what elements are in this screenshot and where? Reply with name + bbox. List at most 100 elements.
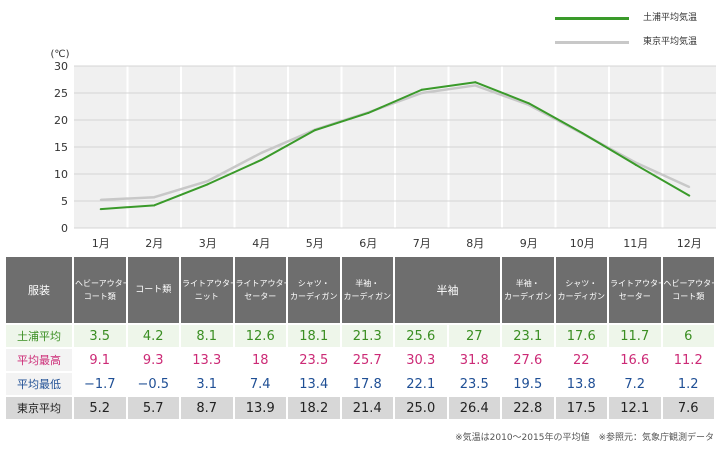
value-cell: 8.1 [181, 325, 233, 349]
y-tick-label: 0 [61, 222, 68, 235]
footnote: ※気温は2010〜2015年の平均値 ※参照元：気象庁観測データ [455, 433, 714, 443]
value-cell: 7.6 [662, 397, 714, 421]
clothing-cell: ライトアウター・セーター [234, 257, 286, 325]
x-tick-label: 8月 [466, 237, 485, 250]
data-point [206, 183, 209, 186]
value-cell: 3.1 [181, 373, 233, 397]
x-tick-label: 11月 [623, 237, 649, 250]
clothing-row: 服装 ヘビーアウター・コート類コート類ライトアウター・ニットライトアウター・セー… [6, 257, 714, 325]
data-point [99, 208, 102, 211]
value-cell: 25.6 [395, 325, 447, 349]
value-cell: −0.5 [127, 373, 179, 397]
clothing-cell: ヘビーアウター・コート類 [662, 257, 714, 325]
value-cell: 22.8 [502, 397, 554, 421]
y-tick-label: 15 [54, 141, 68, 154]
y-axis-unit-label: (℃) [50, 49, 69, 60]
data-point [206, 180, 209, 183]
value-cell: 17.6 [555, 325, 607, 349]
data-point [474, 81, 477, 84]
data-point [260, 151, 263, 154]
x-tick-label: 12月 [676, 237, 702, 250]
value-cell: 4.2 [127, 325, 179, 349]
y-tick-label: 25 [54, 87, 68, 100]
value-cell: 21.3 [341, 325, 393, 349]
legend-label-tokyo: 東京平均気温 [643, 37, 698, 47]
value-cell: 9.3 [127, 349, 179, 373]
data-point [99, 198, 102, 201]
clothing-cell: シャツ・ カーディガン [555, 257, 607, 325]
value-cell: 11.7 [609, 325, 661, 349]
data-point [688, 194, 691, 197]
data-point [688, 185, 691, 188]
value-cell: 13.3 [181, 349, 233, 373]
data-point [634, 161, 637, 164]
value-cell: 25.0 [395, 397, 447, 421]
data-point [260, 158, 263, 161]
table-row-tokyo: 東京平均 5.2 5.7 8.7 13.9 18.2 21.4 25.0 26.4 22.8 17.… [6, 397, 714, 421]
value-cell: 7.4 [234, 373, 286, 397]
data-point [581, 131, 584, 134]
x-tick-label: 10月 [569, 237, 595, 250]
data-point [634, 163, 637, 166]
x-tick-label: 3月 [198, 237, 217, 250]
value-cell: 22 [555, 349, 607, 373]
data-point [420, 92, 423, 94]
value-cell: 11.2 [662, 349, 714, 373]
x-tick-label: 9月 [519, 237, 538, 250]
value-cell: 26.4 [448, 397, 500, 421]
row-label: 平均最高 [6, 349, 72, 373]
x-tick-label: 1月 [91, 237, 110, 250]
clothing-cell: ライトアウター・ニット [181, 257, 233, 325]
y-tick-label: 5 [61, 195, 68, 208]
value-cell: 23.5 [448, 373, 500, 397]
value-cell: 12.1 [609, 397, 661, 421]
value-cell: 6 [662, 325, 714, 349]
value-cell: 13.9 [234, 397, 286, 421]
value-cell: 16.6 [609, 349, 661, 373]
legend-swatch-tokyo [555, 41, 629, 44]
monthly-data-table: 服装 ヘビーアウター・コート類コート類ライトアウター・ニットライトアウター・セー… [4, 257, 716, 421]
temperature-chart: 0 5 10 15 20 25 30(℃) [50, 49, 716, 235]
clothing-cell: ライトアウター・セーター [609, 257, 661, 325]
value-cell: 23.5 [288, 349, 340, 373]
x-tick-label: 7月 [412, 237, 431, 250]
data-point [474, 84, 477, 87]
value-cell: 19.5 [502, 373, 554, 397]
value-cell: 5.7 [127, 397, 179, 421]
value-cell: 27.6 [502, 349, 554, 373]
clothing-cell: シャツ・ カーディガン [288, 257, 340, 325]
x-tick-label: 4月 [252, 237, 271, 250]
x-tick-label: 2月 [145, 237, 164, 250]
value-cell: 30.3 [395, 349, 447, 373]
row-label: 平均最低 [6, 373, 72, 397]
value-cell: 18.2 [288, 397, 340, 421]
row-label: 土浦平均 [6, 325, 72, 349]
value-cell: 3.5 [74, 325, 126, 349]
value-cell: 17.5 [555, 397, 607, 421]
value-cell: −1.7 [74, 373, 126, 397]
value-cell: 9.1 [74, 349, 126, 373]
legend-swatch-tsuchiura [555, 17, 629, 20]
value-cell: 13.8 [555, 373, 607, 397]
value-cell: 31.8 [448, 349, 500, 373]
clothing-cell: ヘビーアウター・コート類 [74, 257, 126, 325]
value-cell: 5.2 [74, 397, 126, 421]
value-cell: 22.1 [395, 373, 447, 397]
data-point [313, 129, 316, 132]
value-cell: 1.2 [662, 373, 714, 397]
value-cell: 8.7 [181, 397, 233, 421]
value-cell: 13.4 [288, 373, 340, 397]
value-cell: 18.1 [288, 325, 340, 349]
y-tick-label: 30 [54, 60, 68, 73]
y-tick-label: 10 [54, 168, 68, 181]
x-tick-label: 6月 [359, 237, 378, 250]
data-point [420, 88, 423, 91]
clothing-cell: 半袖・ カーディガン [341, 257, 393, 325]
clothing-cell: 半袖・ カーディガン [502, 257, 554, 325]
clothing-cell: 半袖 [395, 257, 500, 325]
data-point [367, 111, 370, 114]
value-cell: 23.1 [502, 325, 554, 349]
y-tick-label: 20 [54, 114, 68, 127]
table-row-max: 平均最高 9.1 9.3 13.3 18 23.5 25.7 30.3 31.8 27.6 22 16… [6, 349, 714, 373]
value-cell: 27 [448, 325, 500, 349]
